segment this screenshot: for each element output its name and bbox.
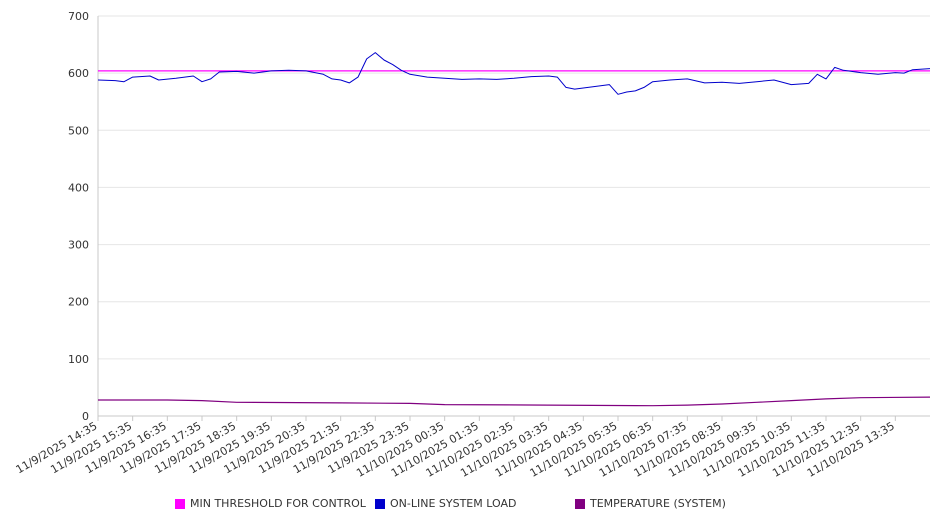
y-tick-label: 500 (68, 124, 89, 137)
legend-item-min-threshold[interactable]: MIN THRESHOLD FOR CONTROL (175, 497, 366, 510)
legend-label: ON-LINE SYSTEM LOAD (390, 497, 517, 510)
legend-item-system-load[interactable]: ON-LINE SYSTEM LOAD (375, 497, 516, 510)
legend-label: TEMPERATURE (SYSTEM) (590, 497, 726, 510)
legend-swatch (375, 498, 385, 509)
y-tick-label: 700 (68, 10, 89, 23)
y-tick-label: 200 (68, 296, 89, 309)
series-line-2 (98, 396, 931, 407)
y-tick-label: 400 (68, 181, 89, 194)
y-tick-label: 600 (68, 67, 89, 80)
legend-swatch (175, 498, 185, 509)
y-tick-label: 100 (68, 353, 89, 366)
y-tick-label: 300 (68, 239, 89, 252)
legend-label: MIN THRESHOLD FOR CONTROL (190, 497, 366, 510)
legend-item-temperature[interactable]: TEMPERATURE (SYSTEM) (575, 497, 726, 510)
y-tick-label: 0 (82, 410, 89, 423)
chart-legend: MIN THRESHOLD FOR CONTROL ON-LINE SYSTEM… (0, 497, 946, 515)
legend-swatch (575, 498, 585, 509)
series-line-1 (97, 52, 931, 95)
